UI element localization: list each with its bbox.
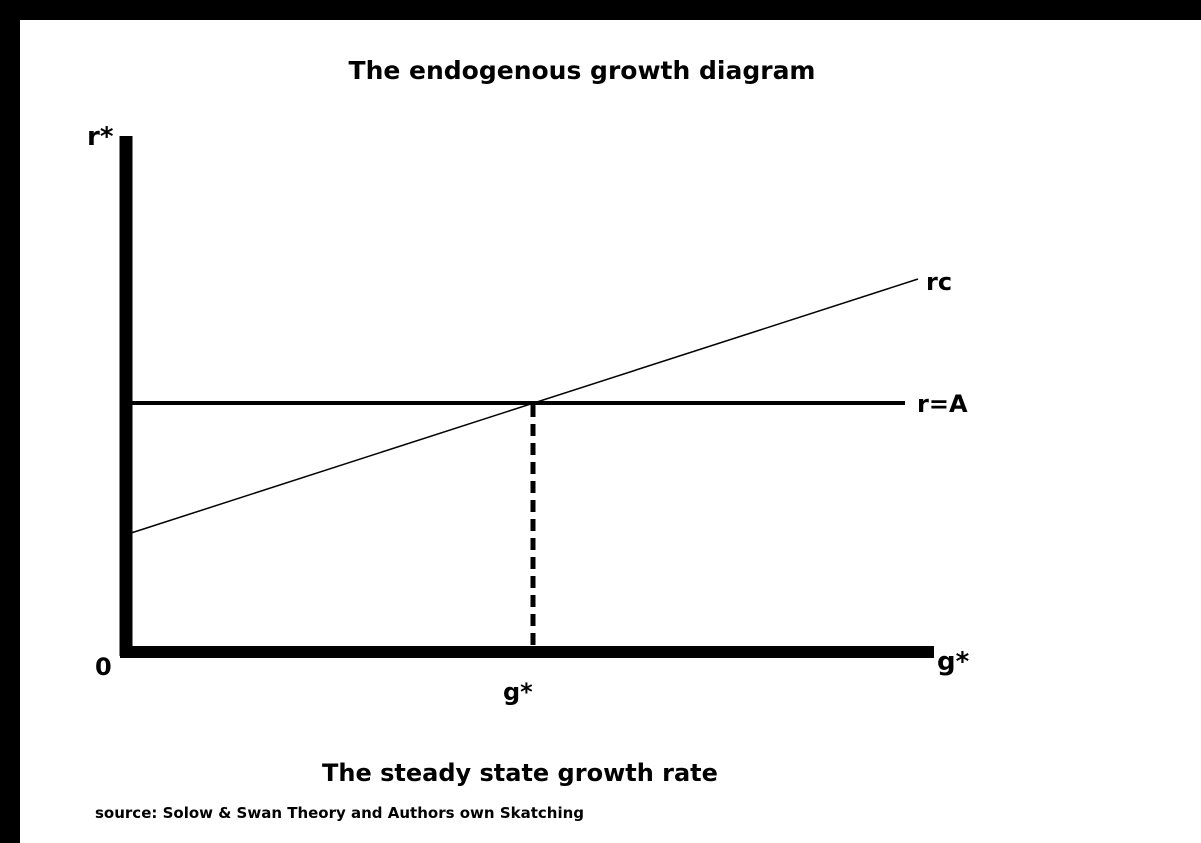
- frame-top-border: [0, 0, 1201, 20]
- diagram-subtitle: The steady state growth rate: [322, 759, 718, 787]
- source-note: source: Solow & Swan Theory and Authors …: [95, 804, 584, 822]
- diagram-title: The endogenous growth diagram: [349, 56, 816, 85]
- r-equals-a-label: r=A: [917, 390, 968, 418]
- rc-label: rc: [926, 268, 952, 296]
- y-axis-label: r*: [87, 122, 114, 152]
- rc-line: [127, 278, 919, 535]
- origin-label: 0: [95, 653, 112, 681]
- x-axis-label: g*: [937, 647, 970, 677]
- equilibrium-g-label: g*: [503, 678, 533, 706]
- frame-left-border: [0, 0, 20, 843]
